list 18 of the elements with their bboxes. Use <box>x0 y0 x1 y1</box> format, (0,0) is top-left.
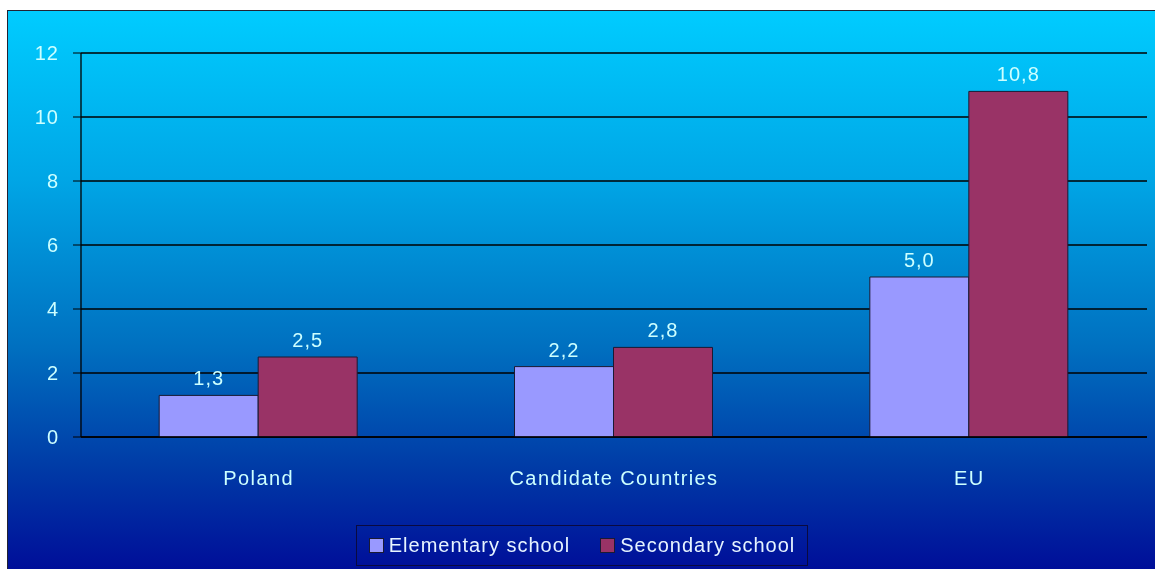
legend-label: Elementary school <box>388 534 571 557</box>
legend-label: Secondary school <box>620 534 796 557</box>
y-tick-label: 8 <box>46 170 59 193</box>
x-tick-label: Candidate Countries <box>509 467 719 490</box>
y-tick-label: 2 <box>46 362 59 385</box>
data-label: 1,3 <box>193 367 225 390</box>
data-label: 2,5 <box>292 329 324 351</box>
x-tick-label: EU <box>954 467 985 490</box>
data-label: 10,8 <box>996 63 1040 86</box>
data-label: 5,0 <box>903 249 935 271</box>
y-tick-label: 0 <box>46 426 59 449</box>
data-label: 2,2 <box>548 338 580 361</box>
data-label: 2,8 <box>647 319 679 342</box>
y-tick-label: 10 <box>34 106 59 129</box>
y-tick-label: 12 <box>34 42 59 65</box>
x-tick-label: Poland <box>223 467 295 490</box>
y-tick-label: 6 <box>46 234 59 257</box>
y-tick-label: 4 <box>46 298 59 321</box>
